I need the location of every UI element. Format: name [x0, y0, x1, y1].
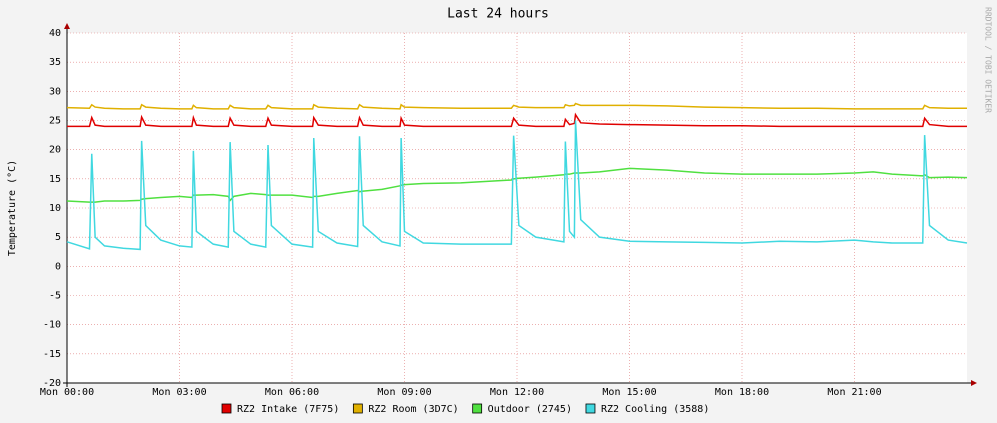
y-tick-label: -20 [43, 378, 61, 389]
x-tick-label: Mon 06:00 [265, 387, 319, 398]
watermark: RRDTOOL / TOBI OETIKER [984, 7, 993, 113]
series-line [66, 167, 968, 203]
x-tick-label: Mon 18:00 [715, 387, 769, 398]
y-tick-label: -15 [43, 349, 61, 360]
y-tick-label: 20 [49, 145, 61, 156]
y-tick-label: 5 [55, 232, 61, 243]
x-tick-label: Mon 15:00 [602, 387, 656, 398]
series-line [66, 102, 967, 110]
y-tick-label: -5 [49, 291, 61, 302]
series-line [66, 120, 968, 251]
x-tick-label: Mon 21:00 [827, 387, 881, 398]
y-tick-label: 30 [49, 86, 61, 97]
legend-label: RZ2 Cooling (3588) [601, 404, 709, 415]
legend-swatch [221, 403, 232, 414]
chart-title: Last 24 hours [447, 7, 549, 22]
y-axis-label: Temperature (°C) [7, 160, 18, 256]
y-tick-label: 25 [49, 116, 61, 127]
y-tick-label: 40 [49, 28, 61, 39]
y-tick-label: 10 [49, 203, 61, 214]
legend-swatch [585, 403, 596, 414]
series-line [67, 112, 967, 128]
y-tick-label: 35 [49, 57, 61, 68]
legend-label: RZ2 Intake (7F75) [237, 404, 339, 415]
axis-arrow [64, 23, 70, 29]
x-tick-label: Mon 00:00 [40, 387, 94, 398]
legend-swatch [352, 403, 363, 414]
legend-label: Outdoor (2745) [488, 404, 572, 415]
y-tick-label: 15 [49, 174, 61, 185]
x-tick-label: Mon 03:00 [152, 387, 206, 398]
x-tick-label: Mon 12:00 [490, 387, 544, 398]
axis-arrow [971, 380, 977, 386]
y-tick-label: -10 [43, 320, 61, 331]
legend-swatch [472, 403, 483, 414]
legend-label: RZ2 Room (3D7C) [368, 404, 458, 415]
x-tick-label: Mon 09:00 [377, 387, 431, 398]
y-tick-label: 0 [55, 261, 61, 272]
